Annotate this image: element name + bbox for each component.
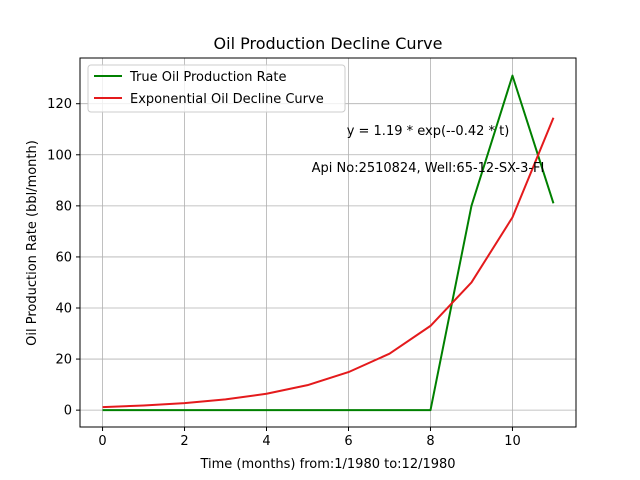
x-tick-label: 10 — [504, 434, 521, 449]
x-tick-label: 0 — [98, 434, 106, 449]
series-layer — [102, 74, 555, 412]
x-tick-label: 8 — [426, 434, 434, 449]
equation-annotation: y = 1.19 * exp(--0.42 * t) — [347, 124, 510, 139]
y-tick-label: 40 — [55, 302, 72, 317]
well-annotation: Api No:2510824, Well:65-12-SX-3-FI — [312, 161, 545, 176]
grid-layer — [80, 58, 576, 427]
y-tick-label: 60 — [55, 250, 72, 265]
legend-label-true-rate: True Oil Production Rate — [129, 70, 286, 85]
y-axis-label: Oil Production Rate (bbl/month) — [25, 140, 40, 346]
legend-box — [87, 64, 346, 113]
legend: True Oil Production Rate Exponential Oil… — [87, 64, 346, 113]
y-tick-label: 120 — [47, 97, 72, 112]
x-axis-label: Time (months) from:1/1980 to:12/1980 — [199, 457, 455, 472]
y-tick-label: 80 — [55, 199, 72, 214]
x-tick-label: 6 — [344, 434, 352, 449]
series-line-true-oil-production-rate — [102, 74, 555, 412]
legend-label-exponential: Exponential Oil Decline Curve — [130, 92, 324, 107]
x-tick-label: 2 — [180, 434, 188, 449]
y-tick-label: 20 — [55, 353, 72, 368]
y-tick-label: 0 — [64, 404, 72, 419]
plot-frame — [79, 57, 577, 428]
y-tick-label: 100 — [47, 148, 72, 163]
x-tick-label: 4 — [262, 434, 270, 449]
series-line-exponential-decline-curve — [102, 117, 555, 409]
chart-title: Oil Production Decline Curve — [214, 34, 443, 53]
